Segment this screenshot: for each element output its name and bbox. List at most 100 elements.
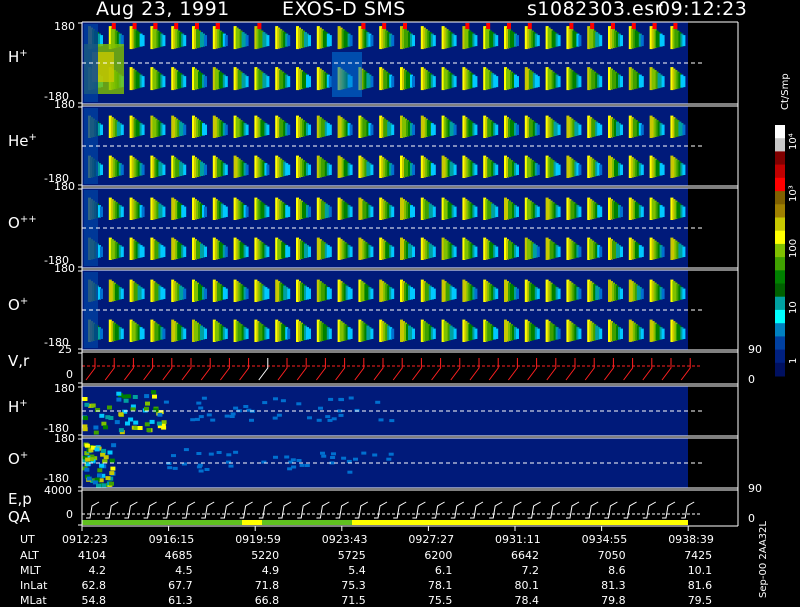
spectrogram-streak bbox=[179, 203, 183, 218]
tick-op-bottom: -180 bbox=[44, 336, 69, 349]
spectrogram-streak bbox=[287, 35, 291, 47]
spectrogram-streak bbox=[264, 327, 268, 340]
spectrogram-streak bbox=[379, 197, 383, 220]
spectrogram-streak bbox=[391, 164, 395, 175]
spectrogram-streak bbox=[610, 239, 613, 260]
spectrogram-streak bbox=[512, 325, 515, 340]
spectrogram-streak bbox=[445, 200, 449, 219]
spectrogram-streak bbox=[630, 239, 634, 260]
spectrogram-streak bbox=[638, 327, 642, 340]
spectrogram-streak bbox=[139, 287, 143, 300]
spectrogram-streak bbox=[441, 26, 445, 50]
spectrogram-streak bbox=[483, 197, 487, 220]
spectrogram-streak bbox=[587, 67, 591, 91]
spectrogram-streak bbox=[239, 160, 243, 177]
spectrogram-streak bbox=[682, 164, 686, 175]
spectrogram-streak bbox=[406, 284, 409, 301]
spectrogram-cell bbox=[346, 459, 352, 463]
spectrogram-streak bbox=[224, 288, 228, 299]
spectrogram-streak bbox=[364, 324, 368, 341]
spectrogram-streak bbox=[262, 285, 266, 300]
spectrogram-streak bbox=[611, 23, 615, 29]
spectrogram-cell bbox=[93, 425, 99, 430]
spectrogram-streak bbox=[181, 74, 185, 88]
colorbar-segment bbox=[775, 177, 785, 192]
spectrogram-streak bbox=[362, 158, 366, 177]
spectrogram-streak bbox=[430, 205, 434, 218]
spectrogram-streak bbox=[568, 321, 572, 342]
spectrogram-streak bbox=[222, 245, 226, 258]
spectrogram-streak bbox=[387, 325, 391, 340]
spectrogram-streak bbox=[183, 124, 187, 135]
spectrogram-streak bbox=[116, 32, 120, 48]
spectrogram-streak bbox=[608, 237, 611, 260]
spectrogram-streak bbox=[322, 242, 326, 259]
spectrogram-streak bbox=[283, 203, 287, 218]
spectrogram-streak bbox=[362, 282, 366, 301]
spectrogram-streak bbox=[545, 279, 549, 302]
spectrogram-streak bbox=[196, 118, 199, 137]
spectrogram-streak bbox=[108, 279, 112, 302]
spectrogram-streak bbox=[649, 279, 653, 302]
spectrogram-streak bbox=[220, 325, 224, 340]
spectrogram-streak bbox=[296, 155, 299, 178]
tick-op-top: 180 bbox=[54, 262, 75, 275]
spectrogram-streak bbox=[260, 71, 264, 89]
spectrogram-streak bbox=[516, 328, 519, 339]
spectrogram-streak bbox=[300, 322, 303, 341]
spectrogram-streak bbox=[224, 35, 228, 47]
spectrogram-cell bbox=[89, 454, 95, 459]
spectrogram-streak bbox=[347, 123, 351, 136]
spectrogram-streak bbox=[661, 76, 665, 88]
spectrogram-streak bbox=[287, 206, 291, 217]
spectrogram-streak bbox=[655, 202, 659, 219]
spectrogram-cell bbox=[84, 467, 90, 472]
spectrogram-streak bbox=[620, 124, 623, 135]
spectrogram-streak bbox=[316, 155, 320, 178]
spectrogram-streak bbox=[141, 246, 145, 257]
spectrogram-streak bbox=[441, 155, 445, 178]
spectrogram-streak bbox=[428, 32, 432, 48]
spectrogram-streak bbox=[316, 279, 320, 302]
spectrogram-cell bbox=[229, 415, 235, 418]
spectrogram-streak bbox=[326, 287, 330, 300]
spectrogram-streak bbox=[131, 281, 135, 302]
spectrogram-streak bbox=[216, 70, 220, 90]
spectrogram-streak bbox=[196, 70, 199, 90]
spectrogram-cell bbox=[273, 455, 278, 459]
spectrogram-streak bbox=[466, 282, 470, 301]
spectrogram-streak bbox=[379, 115, 383, 138]
spectrogram-streak bbox=[258, 158, 262, 177]
spectrogram-streak bbox=[612, 282, 615, 301]
spectrogram-streak bbox=[306, 327, 309, 340]
spectrogram-streak bbox=[465, 23, 470, 29]
spectrogram-streak bbox=[171, 26, 175, 50]
spectrogram-cell bbox=[198, 469, 204, 473]
footer-cell: 0938:39 bbox=[668, 533, 714, 546]
spectrogram-streak bbox=[100, 35, 103, 47]
spectrogram-streak bbox=[362, 322, 366, 341]
spectrogram-streak bbox=[360, 281, 364, 302]
spectrogram-cell bbox=[130, 407, 136, 412]
spectrogram-streak bbox=[489, 202, 493, 219]
footer-cell: 71.5 bbox=[341, 594, 366, 607]
spectrogram-streak bbox=[406, 242, 409, 259]
spectrogram-streak bbox=[510, 120, 513, 137]
spectrogram-streak bbox=[162, 35, 166, 47]
spectrogram-streak bbox=[576, 245, 580, 258]
spectrogram-streak bbox=[173, 157, 177, 178]
spectrogram-streak bbox=[620, 288, 623, 299]
spectrogram-streak bbox=[283, 32, 287, 48]
spectrogram-streak bbox=[222, 287, 226, 300]
spectrogram-streak bbox=[547, 68, 551, 90]
spectrogram-cell bbox=[111, 443, 117, 448]
spectrogram-streak bbox=[549, 158, 553, 177]
spectrogram-cell bbox=[132, 395, 138, 399]
ep-sawtooth bbox=[374, 501, 388, 519]
spectrogram-streak bbox=[364, 71, 368, 89]
spectrogram-streak bbox=[632, 70, 636, 90]
spectrogram-streak bbox=[349, 246, 353, 257]
spectrogram-streak bbox=[549, 118, 553, 137]
spectrogram-streak bbox=[672, 68, 676, 90]
